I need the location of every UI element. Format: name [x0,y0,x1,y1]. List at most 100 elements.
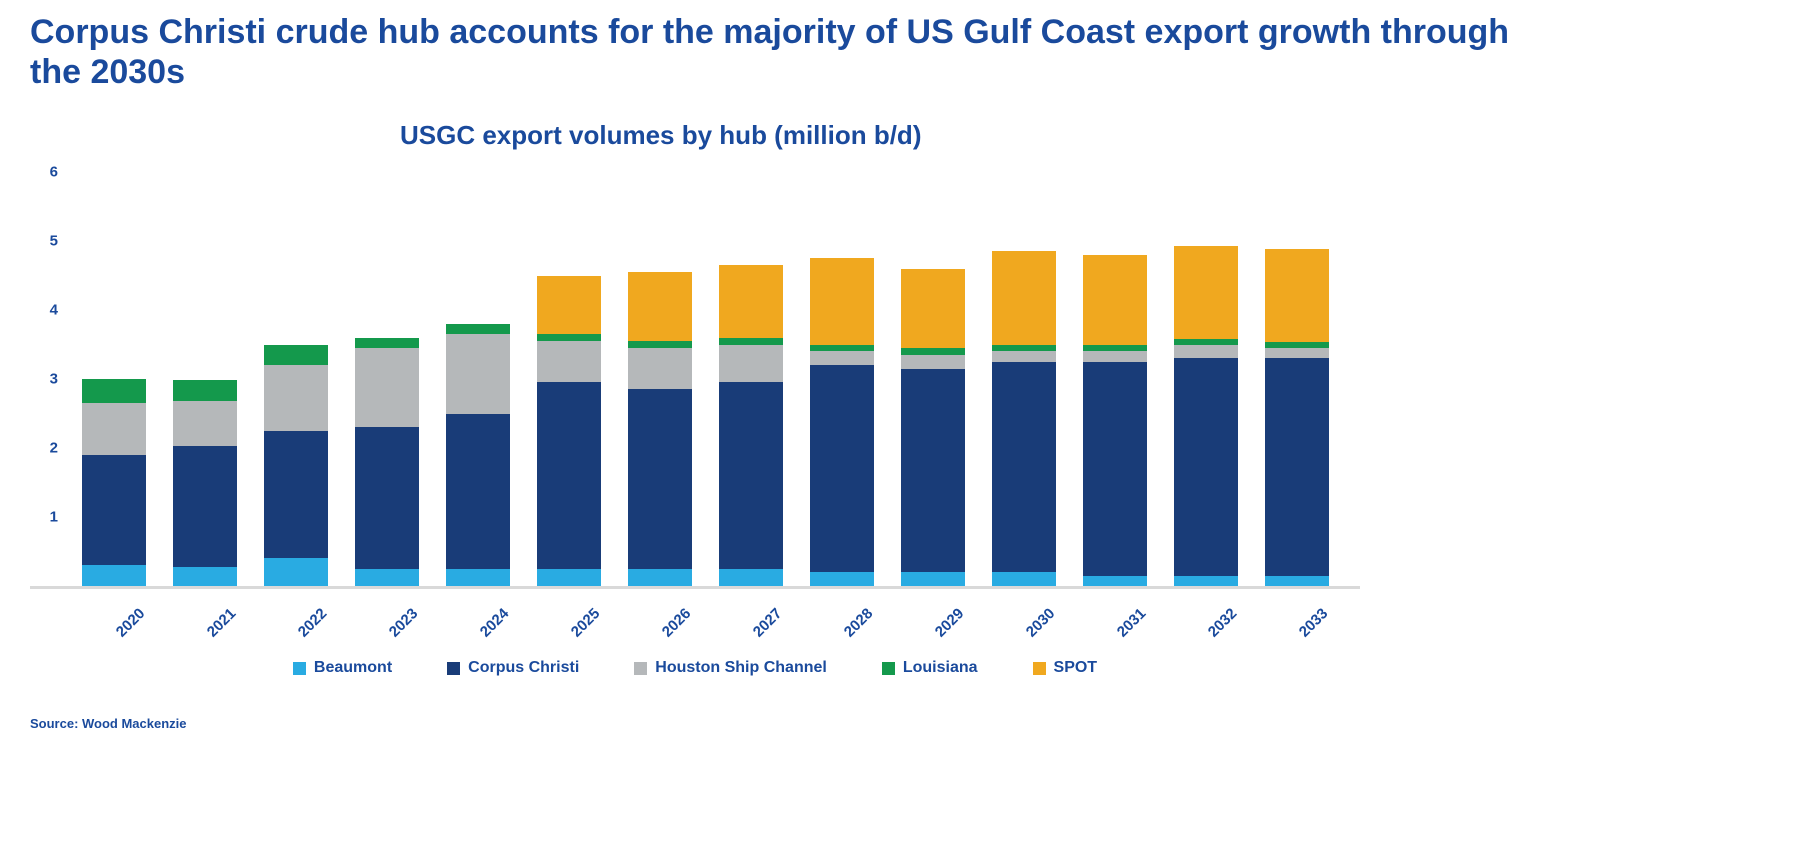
x-label-cell: 2025 [537,589,603,653]
bar-segment [901,354,965,369]
bar-2032 [1174,172,1238,586]
bar-segment [446,334,510,414]
page-title: Corpus Christi crude hub accounts for th… [30,13,1510,92]
bar-segment [82,565,146,586]
bar-segment [1174,575,1238,586]
legend-item: Louisiana [881,659,978,677]
x-tick-label: 2027 [749,605,786,641]
bar-segment [1083,361,1147,576]
legend-swatch [292,661,306,675]
legend-item: Corpus Christi [447,659,579,677]
bar-segment [810,365,874,573]
bar-segment [992,361,1056,573]
bar-segment [719,265,783,338]
bar-segment [810,572,874,586]
bar-segment [628,341,692,348]
x-label-cell: 2026 [628,589,694,653]
x-tick-label: 2032 [1204,605,1241,641]
x-tick-label: 2023 [385,605,422,641]
x-label-cell: 2022 [264,589,330,653]
bar-2026 [628,172,692,586]
bar-segment [355,347,419,428]
x-label-cell: 2031 [1083,589,1150,653]
bar-segment [1265,575,1329,586]
bar-segment [901,268,965,348]
bar-2030 [992,172,1056,586]
bar-segment [719,344,783,383]
bar-segment [537,334,601,342]
y-tick-label: 3 [49,370,58,388]
bar-segment [82,379,146,404]
chart-title: USGC export volumes by hub (million b/d) [400,120,922,150]
legend-swatch [634,661,648,675]
bar-segment [992,572,1056,586]
bar-segment [1265,342,1329,348]
bar-segment [1265,358,1329,576]
bar-segment [446,323,510,335]
legend-swatch [447,661,461,675]
bar-segment [901,347,965,355]
bar-segment [992,251,1056,345]
bar-segment [173,380,237,402]
bar-segment [901,572,965,586]
legend-swatch [881,661,895,675]
legend-swatch [1032,661,1046,675]
bar-2028 [810,172,874,586]
bar-segment [1174,339,1238,345]
bar-segment [1083,344,1147,352]
bar-segment [173,401,237,446]
bar-segment [264,365,328,431]
x-label-cell: 2030 [992,589,1058,653]
legend-label: Louisiana [902,659,978,676]
x-label-cell: 2029 [901,589,967,653]
bar-segment [1174,245,1238,339]
x-tick-label: 2031 [1113,605,1150,641]
y-tick-label: 6 [49,163,58,181]
bar-segment [628,568,692,586]
x-label-cell: 2023 [355,589,422,653]
legend-item: SPOT [1032,659,1098,677]
x-label-cell: 2033 [1265,589,1332,653]
x-tick-label: 2028 [840,605,877,641]
bar-segment [446,568,510,586]
bar-segment [992,344,1056,352]
bar-segment [719,337,783,345]
bar-segment [719,382,783,569]
bar-2020 [82,172,146,586]
bar-segment [1174,358,1238,576]
bar-segment [1083,575,1147,586]
y-tick-label: 1 [49,508,58,526]
bar-segment [173,445,237,567]
bar-segment [355,427,419,569]
bar-segment [82,403,146,455]
x-label-cell: 2021 [173,589,239,653]
bar-2023 [355,172,419,586]
bar-segment [537,275,601,335]
legend-item: Beaumont [292,659,393,677]
legend-label: SPOT [1053,659,1098,676]
bar-segment [1174,344,1238,359]
bar-segment [719,568,783,586]
bar-segment [537,382,601,569]
x-label-cell: 2028 [810,589,877,653]
x-tick-label: 2033 [1295,605,1332,641]
plot-row: 1 2 3 4 5 6 [30,164,1360,589]
bar-segment [264,558,328,586]
legend-item: Houston Ship Channel [634,659,827,677]
bar-2025 [537,172,601,586]
y-tick-label: 2 [49,439,58,457]
source-note: Source: Wood Mackenzie [30,716,187,731]
bar-2031 [1083,172,1147,586]
bar-segment [173,566,237,586]
y-tick-label: 5 [49,232,58,250]
bar-2029 [901,172,965,586]
bar-segment [628,272,692,342]
bar-segment [1083,254,1147,345]
x-label-cell: 2020 [82,589,148,653]
bar-segment [810,258,874,345]
x-label-cell: 2027 [719,589,786,653]
bar-segment [355,337,419,348]
legend-label: Beaumont [313,659,393,676]
bar-segment [355,568,419,586]
